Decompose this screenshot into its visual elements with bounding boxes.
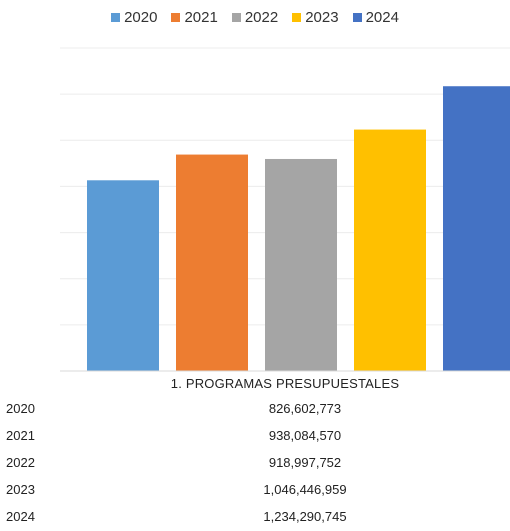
legend-label: 2021 [184, 8, 218, 26]
bar-2022 [265, 158, 337, 371]
legend-label: 2022 [244, 8, 279, 26]
row-value: 938,084,570 [268, 428, 342, 443]
legend-item-2023: 2023 [292, 8, 339, 26]
row-year: 2021 [6, 428, 35, 443]
legend-label: 2024 [365, 8, 399, 26]
row-year: 2022 [6, 455, 35, 470]
bar-2020 [87, 180, 159, 371]
legend-label: 2023 [305, 8, 339, 26]
table-row: 2023 1,046,446,959 [0, 477, 510, 504]
table-row: 2021 938,084,570 [0, 423, 510, 450]
row-year: 2023 [6, 482, 35, 497]
row-value: 918,997,752 [268, 455, 342, 470]
legend-swatch [292, 12, 302, 22]
legend-label: 2020 [124, 8, 158, 26]
table-row: 2020 826,602,773 [0, 396, 510, 423]
row-value: 1,046,446,959 [263, 482, 347, 497]
legend-swatch [171, 12, 181, 22]
legend-item-2021: 2021 [171, 8, 218, 26]
legend-swatch [231, 12, 241, 22]
row-value: 1,234,290,745 [263, 509, 347, 524]
chart-legend: 2020 2021 2022 2023 2024 [0, 6, 510, 28]
bar-2021 [176, 154, 248, 371]
legend-item-2020: 2020 [111, 9, 157, 26]
legend-swatch [111, 12, 121, 22]
category-axis-label: 1. PROGRAMAS PRESUPUESTALES [170, 376, 400, 391]
bar-2023 [354, 129, 426, 371]
row-value: 826,602,773 [268, 401, 342, 416]
legend-swatch [352, 12, 362, 22]
bar-2024 [443, 86, 510, 371]
legend-item-2022: 2022 [231, 8, 279, 26]
row-year: 2024 [6, 509, 35, 524]
legend-item-2024: 2024 [352, 8, 399, 26]
table-row: 2024 1,234,290,745 [0, 504, 510, 531]
data-table: 2020 826,602,773 2021 938,084,570 2022 918,99… [0, 396, 510, 531]
table-row: 2022 918,997,752 [0, 450, 510, 477]
row-year: 2020 [6, 401, 35, 416]
